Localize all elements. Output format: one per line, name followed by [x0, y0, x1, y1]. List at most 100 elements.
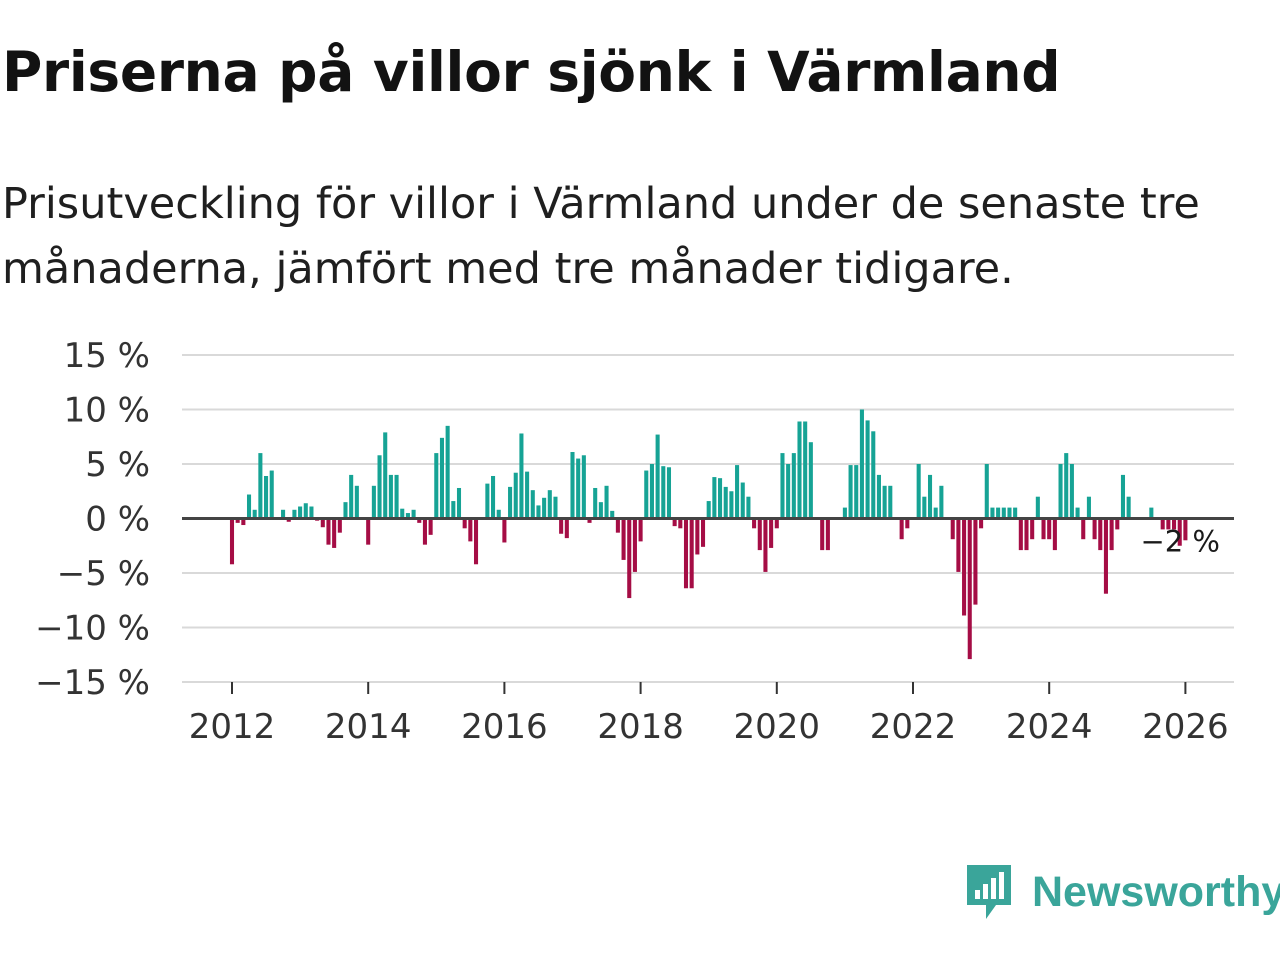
bar — [1166, 518, 1171, 530]
bar — [689, 518, 694, 589]
bar — [1075, 507, 1080, 519]
bar — [1007, 507, 1012, 519]
bar — [229, 518, 235, 565]
bar — [1035, 496, 1040, 519]
brand-logo: Newsworthy — [964, 862, 1280, 922]
bar — [1092, 518, 1097, 540]
x-axis: 2012 2014 2016 2018 2020 2022 2024 2026 — [189, 682, 1229, 747]
bar — [405, 513, 410, 519]
bar — [888, 485, 893, 519]
bar — [434, 453, 439, 519]
bar — [735, 465, 740, 519]
bar — [610, 510, 615, 519]
bar — [241, 518, 246, 526]
bar — [366, 518, 371, 545]
bar — [1160, 518, 1165, 530]
bar — [780, 453, 785, 519]
bar — [468, 518, 473, 542]
bar — [1081, 518, 1086, 540]
bar — [979, 518, 984, 529]
bar — [281, 509, 286, 519]
bar — [1098, 518, 1103, 551]
bar — [649, 464, 654, 519]
x-tick-label: 2014 — [325, 707, 412, 747]
bar — [865, 420, 870, 519]
bar — [712, 477, 717, 519]
bar — [530, 490, 535, 519]
bar — [1115, 518, 1120, 530]
bar — [604, 485, 609, 519]
bar — [615, 518, 620, 533]
bar — [547, 490, 552, 519]
bar — [332, 518, 337, 548]
bar — [632, 518, 637, 572]
bar — [388, 474, 393, 519]
bar — [502, 518, 507, 543]
bar — [672, 518, 677, 527]
x-tick-label: 2016 — [461, 707, 548, 747]
last-value-annotation: −2 % — [1140, 524, 1220, 558]
bar — [553, 496, 558, 519]
bar — [1177, 518, 1182, 546]
x-tick-label: 2026 — [1142, 707, 1229, 747]
bar — [774, 518, 779, 529]
bar — [729, 491, 734, 519]
bar — [337, 518, 342, 533]
bar — [587, 518, 592, 523]
bar — [593, 487, 598, 519]
bar — [825, 518, 830, 551]
bar — [808, 442, 813, 519]
bar — [371, 485, 376, 519]
bar — [559, 518, 564, 534]
bar — [349, 474, 354, 519]
bar — [428, 518, 433, 535]
bar — [451, 501, 456, 519]
y-axis-ticks: 15 % 10 % 5 % 0 % −5 % −10 % −15 % — [35, 336, 150, 703]
bar — [383, 432, 388, 519]
bar — [984, 464, 989, 519]
bar — [258, 453, 263, 519]
bar — [803, 421, 808, 519]
bar — [462, 518, 467, 529]
bar — [769, 518, 774, 548]
bar — [417, 518, 422, 523]
bar — [791, 453, 796, 519]
bar — [922, 496, 927, 519]
bar — [752, 518, 757, 529]
bar — [1086, 496, 1091, 519]
bar — [1058, 464, 1063, 519]
bar-series — [229, 409, 1188, 660]
bar — [343, 502, 348, 519]
bar — [581, 455, 586, 519]
bar — [1069, 464, 1074, 519]
bar — [298, 506, 303, 519]
y-tick-label: 15 % — [64, 336, 150, 376]
bar — [394, 474, 399, 519]
bar — [899, 518, 904, 540]
bar — [695, 518, 700, 555]
bar — [644, 470, 649, 519]
x-tick-label: 2024 — [1006, 707, 1093, 747]
bar — [1149, 507, 1154, 519]
bar — [1172, 518, 1177, 530]
bar — [354, 485, 359, 519]
bar — [627, 518, 632, 599]
bar — [326, 518, 331, 545]
bar — [1183, 518, 1188, 541]
y-tick-label: 10 % — [64, 391, 150, 431]
bar — [882, 485, 887, 519]
bar — [513, 472, 518, 519]
bar — [1047, 518, 1052, 540]
bar — [757, 518, 762, 551]
bar — [859, 409, 864, 519]
bar — [1064, 453, 1069, 519]
chart-title: Priserna på villor sjönk i Värmland — [2, 40, 1061, 104]
bar — [933, 507, 938, 519]
bar — [939, 485, 944, 519]
bar — [1120, 474, 1126, 519]
bar — [1024, 518, 1029, 551]
x-tick-label: 2020 — [734, 707, 821, 747]
bar — [842, 507, 847, 519]
x-tick-label: 2022 — [870, 707, 957, 747]
bar — [473, 518, 479, 565]
